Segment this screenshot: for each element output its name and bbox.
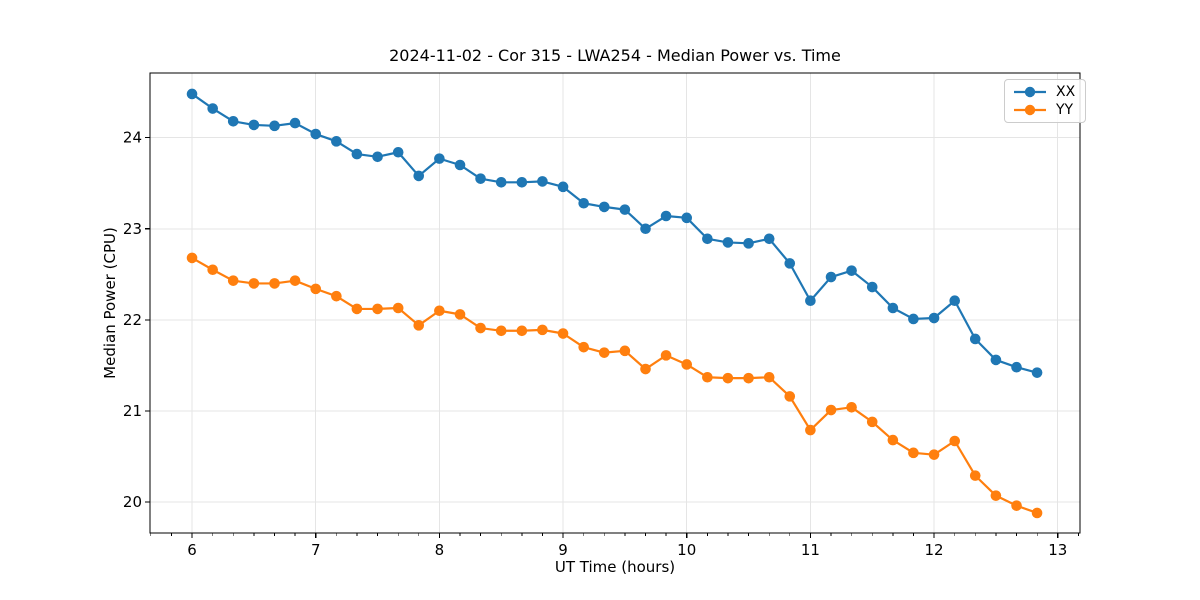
svg-text:7: 7 — [311, 541, 321, 559]
svg-text:10: 10 — [677, 541, 696, 559]
svg-text:13: 13 — [1048, 541, 1067, 559]
svg-text:12: 12 — [925, 541, 944, 559]
svg-text:21: 21 — [123, 402, 142, 420]
svg-text:11: 11 — [801, 541, 820, 559]
svg-text:6: 6 — [187, 541, 197, 559]
svg-text:8: 8 — [435, 541, 445, 559]
svg-text:9: 9 — [558, 541, 568, 559]
chart-title: 2024-11-02 - Cor 315 - LWA254 - Median P… — [389, 46, 841, 65]
y-axis-label-text: Median Power (CPU) — [101, 227, 119, 379]
legend: XX YY — [1004, 79, 1087, 123]
x-axis-label: UT Time (hours) — [554, 558, 676, 576]
svg-text:24: 24 — [123, 129, 142, 147]
svg-text:23: 23 — [123, 220, 142, 238]
legend-line-marker-icon — [1014, 104, 1046, 116]
svg-text:22: 22 — [123, 311, 142, 329]
legend-label: XX — [1056, 84, 1076, 100]
legend-item-xx: XX — [1012, 85, 1075, 99]
legend-label: YY — [1056, 102, 1074, 118]
legend-item-yy: YY — [1012, 103, 1075, 117]
svg-text:20: 20 — [123, 493, 142, 511]
legend-line-marker-icon — [1014, 86, 1046, 98]
